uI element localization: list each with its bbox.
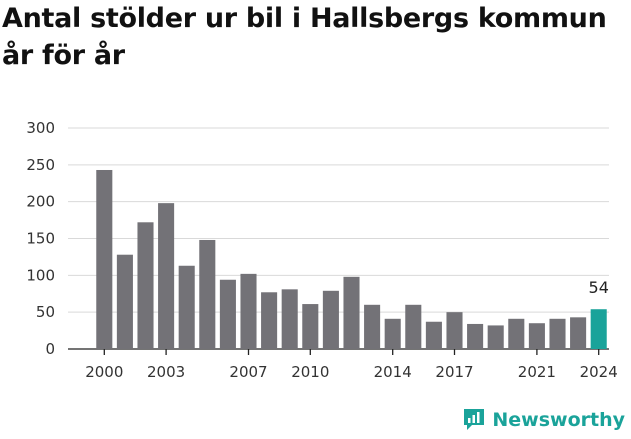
x-tick-label: 2010 [291, 363, 329, 381]
y-tick-label: 100 [26, 266, 55, 284]
x-tick-label: 2007 [229, 363, 267, 381]
bar-2002 [137, 222, 154, 349]
bar-2018 [467, 323, 484, 349]
bar-2010 [302, 304, 319, 349]
x-tick-label: 2014 [374, 363, 412, 381]
x-tick-label: 2000 [85, 363, 123, 381]
x-tick-label: 2003 [147, 363, 185, 381]
newsworthy-logo-icon [464, 409, 485, 430]
data-labels: 54 [589, 278, 609, 297]
bar-2022 [549, 318, 566, 349]
bar-2000 [96, 169, 113, 349]
bar-2013 [364, 304, 381, 349]
bar-2011 [322, 290, 339, 349]
x-tick-label: 2017 [435, 363, 473, 381]
bar-2017 [446, 312, 463, 349]
newsworthy-brand: Newsworthy [462, 407, 625, 433]
x-axis-ticks: 2000 2003 2007 2010 2014 2017 2021 2024 [85, 349, 618, 381]
bar-2012 [343, 276, 360, 349]
brand-name: Newsworthy [492, 409, 625, 431]
bar-2009 [281, 289, 298, 349]
bar-2004 [178, 265, 195, 349]
y-tick-label: 50 [36, 303, 55, 321]
bar-2024 [590, 309, 607, 349]
bar-2014 [384, 318, 401, 349]
x-tick-label: 2021 [518, 363, 556, 381]
bars [96, 169, 607, 349]
bar-2008 [261, 292, 278, 349]
bar-2006 [219, 279, 236, 349]
bar-2001 [116, 254, 133, 349]
bar-2019 [487, 325, 504, 349]
bar-2016 [425, 321, 442, 349]
bar-2007 [240, 273, 257, 349]
bar-2005 [199, 239, 216, 349]
bar-2015 [405, 304, 422, 349]
y-tick-label: 250 [26, 156, 55, 174]
y-tick-label: 150 [26, 230, 55, 248]
bar-2023 [570, 317, 587, 349]
y-tick-label: 300 [26, 119, 55, 137]
y-tick-label: 200 [26, 193, 55, 211]
bar-2020 [508, 318, 525, 349]
x-tick-label: 2024 [580, 363, 618, 381]
bar-2003 [158, 203, 175, 349]
chart-title: Antal stölder ur bil i Hallsbergs kommun… [2, 3, 607, 71]
y-tick-label: 0 [45, 340, 55, 358]
y-axis-ticks: 0 50 100 150 200 250 300 [26, 119, 55, 358]
data-label-2024: 54 [589, 278, 609, 297]
bar-2021 [528, 323, 545, 349]
